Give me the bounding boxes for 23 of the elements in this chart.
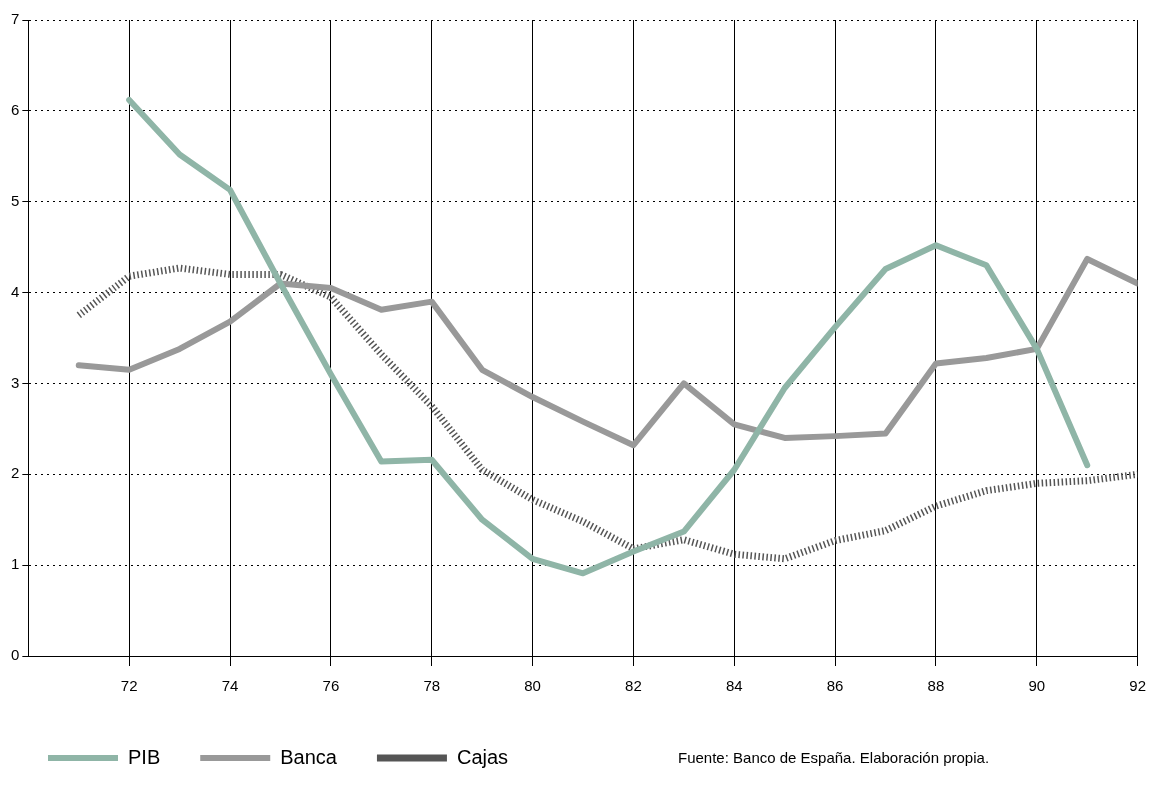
y-tick-label: 5 xyxy=(11,191,20,209)
x-tick-label: 80 xyxy=(524,677,541,695)
x-tick-label: 84 xyxy=(725,677,743,695)
source-note: Fuente: Banco de España. Elaboración propia. xyxy=(678,749,990,766)
y-tick-label: 4 xyxy=(11,282,20,300)
x-tick-label: 88 xyxy=(927,677,945,695)
x-tick-label: 90 xyxy=(1028,677,1046,695)
y-tick-label: 0 xyxy=(11,646,20,664)
x-tick-label: 78 xyxy=(423,677,441,695)
y-tick-label: 2 xyxy=(11,464,20,482)
x-tick-label: 92 xyxy=(1129,677,1146,695)
y-tick-label: 7 xyxy=(11,10,20,28)
y-tick-label: 3 xyxy=(11,373,20,391)
y-tick-label: 6 xyxy=(11,101,20,118)
y-tick-label: 1 xyxy=(11,555,20,573)
legend-label: Banca xyxy=(280,745,338,768)
x-tick-label: 74 xyxy=(221,677,239,695)
x-tick-label: 76 xyxy=(322,677,340,695)
legend-label: Cajas xyxy=(456,745,509,768)
x-tick-label: 86 xyxy=(826,677,844,695)
x-tick-label: 82 xyxy=(625,677,642,695)
x-tick-label: 72 xyxy=(120,677,138,695)
legend-label: PIB xyxy=(128,745,161,768)
